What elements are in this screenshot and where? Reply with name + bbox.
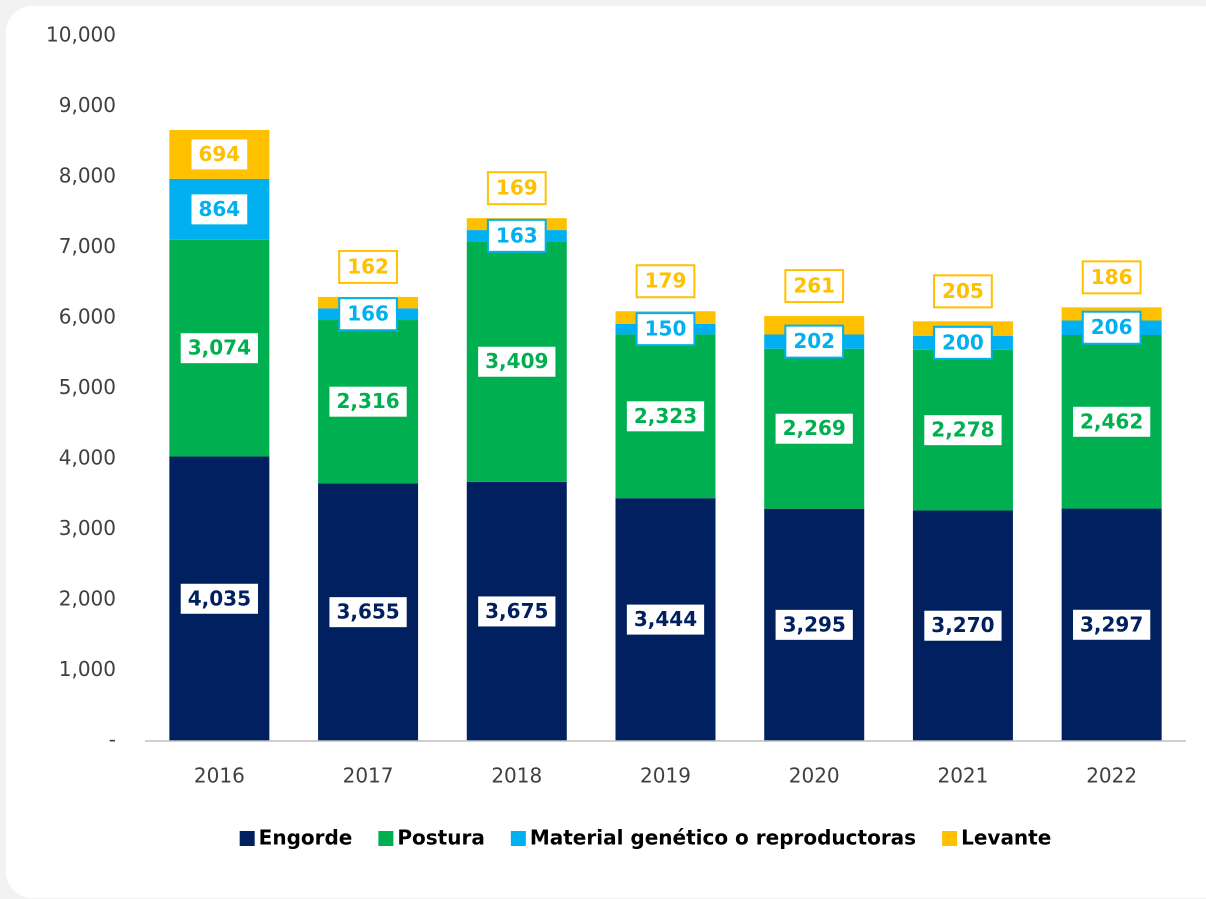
value-label: 162 bbox=[347, 254, 389, 278]
value-label: 864 bbox=[198, 197, 240, 221]
value-label-box bbox=[1081, 260, 1142, 295]
value-label: 205 bbox=[942, 279, 984, 303]
value-label: 163 bbox=[496, 223, 538, 247]
x-tick-label: 2021 bbox=[937, 764, 988, 788]
value-label-box bbox=[624, 602, 707, 637]
value-label-box bbox=[338, 297, 398, 332]
x-tick-label: 2020 bbox=[789, 764, 840, 788]
value-label: 3,409 bbox=[485, 349, 548, 373]
value-label: 3,444 bbox=[634, 607, 697, 631]
value-label-box bbox=[933, 274, 993, 309]
value-label-box bbox=[338, 249, 398, 284]
legend-label: Engorde bbox=[259, 826, 353, 850]
x-tick-label: 2018 bbox=[491, 764, 542, 788]
value-label-box bbox=[635, 264, 696, 299]
legend-swatch bbox=[378, 831, 394, 846]
value-label: 3,270 bbox=[931, 613, 994, 637]
value-label: 2,462 bbox=[1080, 409, 1143, 433]
value-label: 2,323 bbox=[634, 404, 697, 428]
y-tick-label: - bbox=[109, 728, 116, 752]
value-label-box bbox=[178, 581, 260, 616]
card bbox=[6, 6, 1206, 898]
value-label-box bbox=[486, 171, 547, 206]
legend-label: Levante bbox=[961, 826, 1051, 850]
x-tick-label: 2017 bbox=[343, 764, 394, 788]
value-label-box bbox=[624, 399, 707, 434]
value-label-box bbox=[784, 269, 845, 304]
y-tick-label: 8,000 bbox=[59, 164, 116, 188]
value-label-box bbox=[476, 594, 558, 629]
legend-label: Material genético o reproductoras bbox=[530, 826, 916, 850]
y-tick-label: 5,000 bbox=[59, 375, 116, 399]
value-label: 200 bbox=[942, 330, 984, 354]
value-label-box bbox=[933, 325, 993, 360]
y-tick-label: 10,000 bbox=[46, 23, 116, 47]
value-label: 206 bbox=[1091, 315, 1133, 339]
x-tick-label: 2022 bbox=[1086, 764, 1137, 788]
value-label-box bbox=[327, 595, 409, 630]
value-label-box bbox=[476, 344, 558, 379]
value-label-box bbox=[1081, 310, 1142, 345]
value-label-box bbox=[784, 324, 845, 359]
value-label: 694 bbox=[198, 142, 240, 166]
y-tick-label: 3,000 bbox=[59, 516, 116, 540]
value-label-box bbox=[1071, 404, 1153, 439]
value-label-box bbox=[189, 137, 250, 172]
value-label-box bbox=[486, 218, 547, 253]
y-tick-label: 2,000 bbox=[59, 587, 116, 611]
legend-swatch bbox=[942, 831, 958, 846]
value-label: 3,074 bbox=[188, 336, 251, 360]
legend-label: Postura bbox=[397, 826, 484, 850]
value-label-box bbox=[922, 413, 1004, 448]
value-label: 2,278 bbox=[931, 418, 994, 442]
value-label: 202 bbox=[793, 329, 835, 353]
value-label: 179 bbox=[645, 269, 687, 293]
value-label: 169 bbox=[496, 176, 538, 200]
value-label: 4,035 bbox=[188, 586, 251, 610]
value-label: 3,675 bbox=[485, 599, 548, 623]
x-tick-label: 2016 bbox=[194, 764, 245, 788]
value-label: 261 bbox=[793, 274, 835, 298]
value-label: 2,269 bbox=[783, 416, 846, 440]
value-label: 166 bbox=[347, 302, 389, 326]
legend-swatch bbox=[239, 831, 255, 846]
value-label-box bbox=[189, 192, 250, 227]
value-label: 186 bbox=[1091, 265, 1133, 289]
y-tick-label: 1,000 bbox=[59, 657, 116, 681]
legend-swatch bbox=[510, 831, 526, 846]
y-tick-label: 9,000 bbox=[59, 93, 116, 117]
value-label: 2,316 bbox=[336, 389, 399, 413]
value-label-box bbox=[635, 312, 696, 347]
y-tick-label: 7,000 bbox=[59, 234, 116, 258]
value-label-box bbox=[773, 607, 855, 642]
value-label-box bbox=[1071, 607, 1153, 642]
y-tick-label: 4,000 bbox=[59, 446, 116, 470]
value-label-box bbox=[327, 384, 409, 419]
value-label-box bbox=[773, 411, 855, 446]
y-tick-label: 6,000 bbox=[59, 305, 116, 329]
value-label: 150 bbox=[645, 317, 687, 341]
value-label: 3,655 bbox=[336, 600, 399, 624]
value-label-box bbox=[178, 331, 260, 366]
value-label-box bbox=[922, 608, 1004, 643]
value-label: 3,295 bbox=[783, 612, 846, 636]
value-label: 3,297 bbox=[1080, 612, 1143, 636]
x-tick-label: 2019 bbox=[640, 764, 691, 788]
